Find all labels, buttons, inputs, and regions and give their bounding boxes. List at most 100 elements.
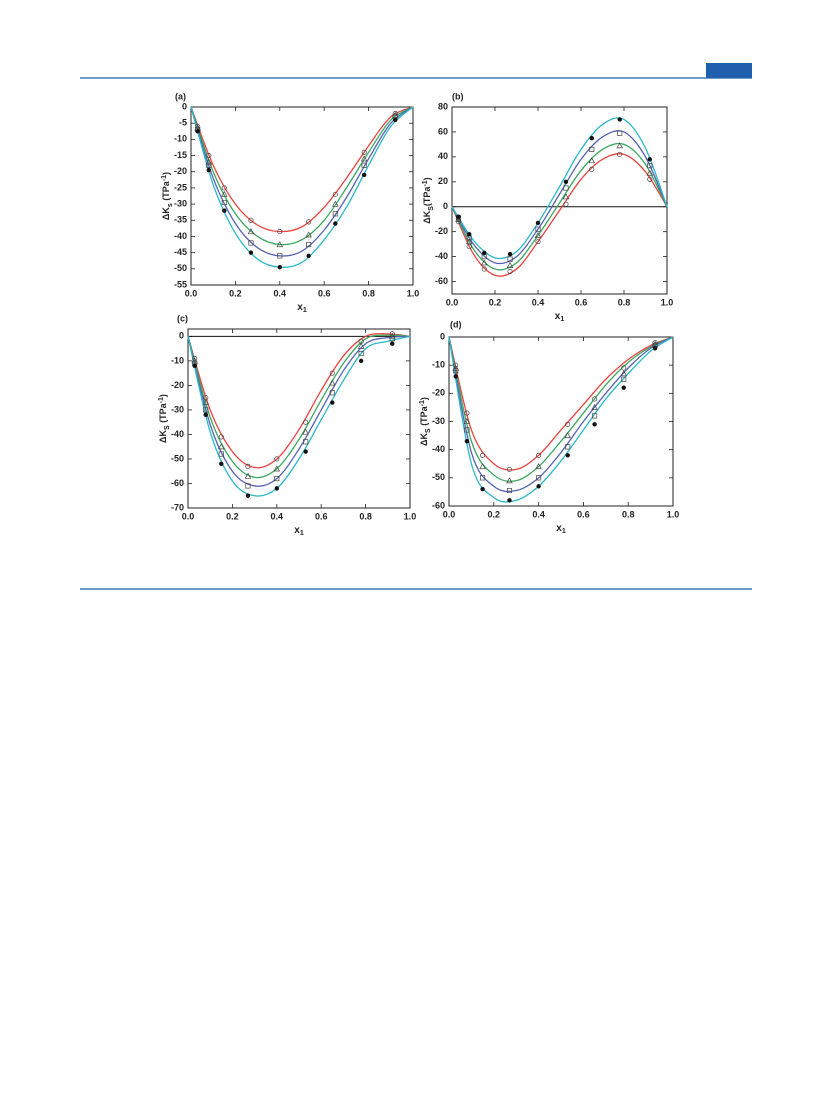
- y-tick-label: -40: [174, 231, 187, 241]
- fit-curve: [448, 336, 674, 493]
- y-tick-label: 0: [440, 331, 445, 341]
- y-label-sub: S: [428, 206, 435, 211]
- marker-circle: [303, 419, 309, 425]
- fit-curve: [190, 106, 414, 246]
- marker-circle: [565, 421, 571, 427]
- y-tick-label: 0: [443, 201, 448, 211]
- marker-circle: [621, 365, 627, 371]
- marker-square: [361, 162, 367, 168]
- marker-circle: [617, 151, 623, 157]
- marker-square: [245, 483, 251, 489]
- y-axis-label: ΔKS (TPa-1): [158, 394, 171, 443]
- x-tick-label: 1.0: [667, 509, 680, 519]
- y-tick-label: 0: [182, 101, 187, 111]
- marker-square: [507, 256, 513, 262]
- y-tick-label: -50: [174, 263, 187, 273]
- plot-frame: [451, 106, 668, 295]
- marker-circle: [652, 340, 658, 346]
- marker-square: [389, 336, 395, 342]
- marker-circle: [248, 217, 254, 223]
- marker-dot: [621, 385, 626, 390]
- y-label-close: ): [422, 177, 432, 180]
- marker-dot: [456, 214, 461, 219]
- marker-square: [221, 199, 227, 206]
- marker-square: [306, 241, 312, 248]
- fit-curve: [451, 153, 668, 277]
- panel-label: (c): [177, 313, 188, 323]
- marker-dot: [245, 493, 251, 498]
- marker-triangle: [562, 193, 570, 200]
- marker-square: [218, 451, 224, 457]
- marker-triangle: [535, 463, 542, 470]
- marker-circle: [592, 396, 598, 402]
- marker-triangle: [591, 403, 598, 410]
- x-label-sub: 1: [562, 528, 566, 535]
- marker-square: [617, 130, 623, 136]
- marker-square: [535, 226, 541, 232]
- marker-triangle: [244, 472, 252, 479]
- marker-square: [329, 390, 335, 396]
- marker-dot: [482, 250, 487, 256]
- marker-circle: [507, 269, 513, 275]
- x-tick-label: 0.8: [362, 288, 375, 298]
- marker-circle: [192, 355, 198, 361]
- y-tick-label: -10: [171, 355, 184, 365]
- marker-triangle: [564, 432, 572, 439]
- marker-dot: [306, 253, 311, 259]
- x-tick-label: 0.6: [315, 511, 328, 521]
- plot-frame: [187, 328, 411, 509]
- marker-circle: [277, 229, 283, 235]
- y-tick-label: -30: [432, 416, 445, 426]
- marker-dot: [219, 461, 224, 467]
- y-label-close: ): [158, 394, 168, 397]
- x-tick-label: 1.0: [661, 297, 674, 307]
- marker-square: [563, 185, 569, 191]
- y-label-unit: (TPa: [161, 180, 171, 203]
- x-label-sub: 1: [560, 316, 564, 323]
- x-tick-label: 0.0: [182, 511, 195, 521]
- marker-triangle: [276, 241, 284, 248]
- marker-triangle: [360, 155, 368, 162]
- marker-dot: [507, 251, 513, 257]
- marker-dot: [274, 486, 279, 491]
- y-label-close: ): [161, 172, 171, 175]
- y-tick-label: -10: [432, 360, 445, 370]
- x-tick-label: 0.6: [575, 297, 588, 307]
- marker-square: [464, 427, 470, 433]
- y-tick-label: -20: [171, 380, 184, 390]
- x-tick-label: 0.6: [318, 288, 331, 298]
- plot-frame: [448, 336, 674, 507]
- y-tick-label: 80: [438, 101, 448, 111]
- marker-square: [565, 444, 571, 450]
- marker-square: [303, 439, 309, 445]
- marker-circle: [647, 176, 653, 182]
- fit-curve: [451, 117, 668, 260]
- y-tick-label: -5: [179, 118, 187, 128]
- marker-triangle: [388, 332, 396, 339]
- y-label-sub: s: [167, 203, 174, 207]
- marker-circle: [361, 149, 367, 155]
- x-axis-label: x1: [294, 525, 304, 537]
- marker-triangle: [247, 228, 255, 235]
- x-tick-label: 0.2: [226, 511, 239, 521]
- panel-label: (d): [450, 319, 462, 329]
- marker-triangle: [616, 142, 623, 149]
- marker-dot: [480, 486, 485, 492]
- x-axis-label: x1: [555, 311, 565, 323]
- y-tick-label: -30: [171, 404, 184, 414]
- marker-dot: [390, 341, 395, 346]
- marker-triangle: [221, 190, 228, 197]
- marker-circle: [563, 201, 569, 207]
- marker-dot: [358, 358, 364, 364]
- marker-dot: [330, 400, 335, 405]
- y-tick-label: -30: [174, 198, 187, 208]
- marker-circle: [506, 466, 513, 472]
- x-tick-label: 0.4: [271, 511, 284, 521]
- marker-triangle: [646, 169, 654, 176]
- marker-dot: [507, 498, 512, 503]
- marker-dot: [222, 208, 227, 213]
- y-tick-label: -40: [171, 429, 184, 439]
- marker-dot: [206, 167, 211, 173]
